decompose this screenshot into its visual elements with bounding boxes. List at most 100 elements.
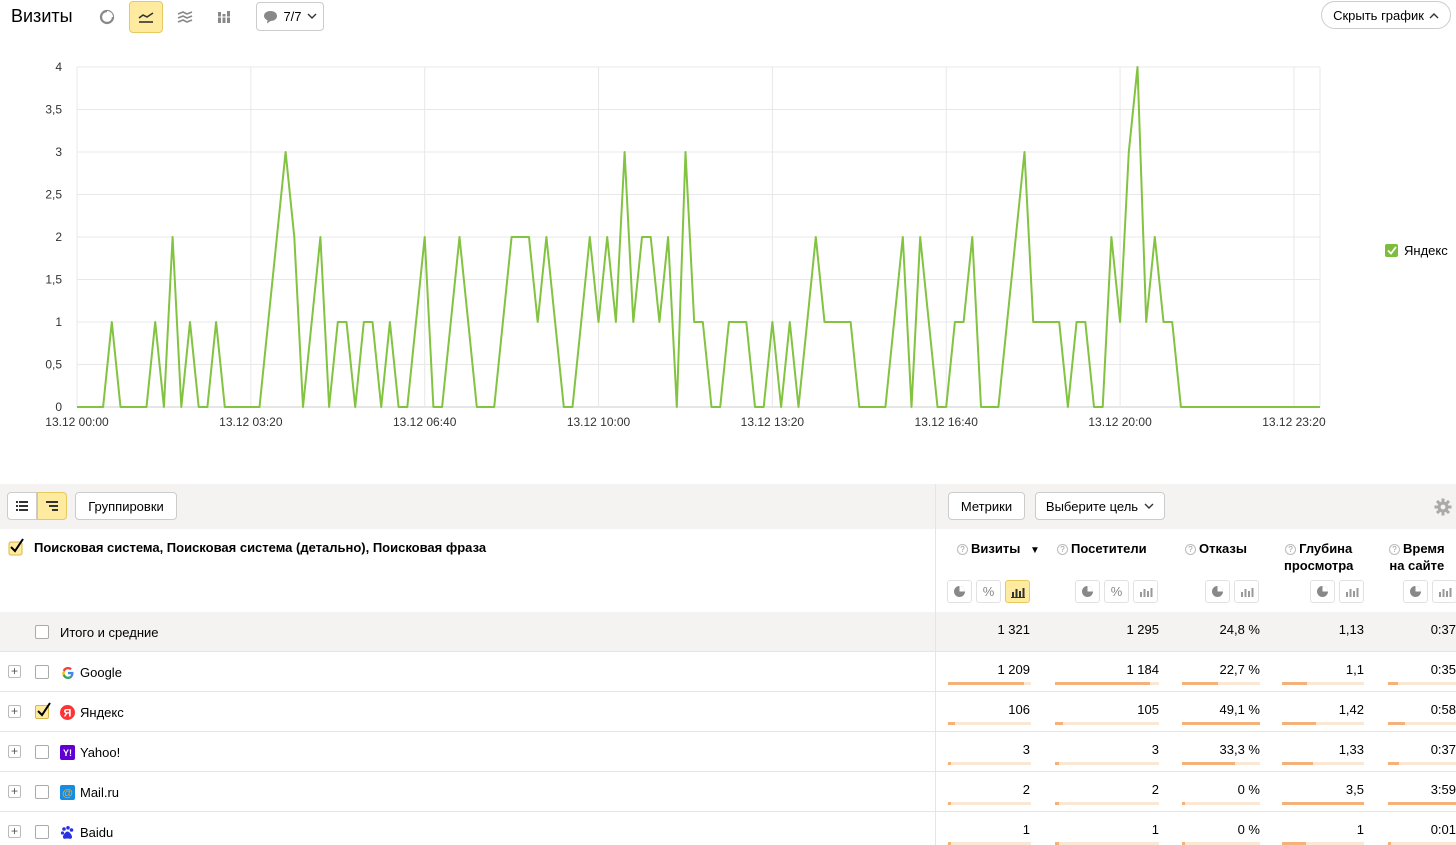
percent-mode-button[interactable]: % (976, 580, 1001, 603)
expand-row-button[interactable]: + (8, 665, 21, 678)
expand-row-button[interactable]: + (8, 705, 21, 718)
row-visits-bar (948, 682, 1031, 685)
row-time-value: 0:37 (1430, 742, 1456, 757)
report-toolbar: Визиты 7/7 Скрыть график (0, 0, 1456, 36)
hide-chart-label: Скрыть график (1333, 7, 1424, 23)
row-bounces-value: 49,1 % (1219, 702, 1260, 717)
dimensions-header[interactable]: Поисковая система, Поисковая система (де… (34, 540, 487, 555)
pie-mode-button[interactable] (1403, 580, 1428, 603)
bars-mode-button[interactable] (1133, 580, 1158, 603)
row-depth-value: 1,33 (1338, 742, 1364, 757)
percent-icon: % (1110, 584, 1123, 599)
list-icon (16, 501, 28, 511)
area-chart-type-button[interactable] (168, 1, 202, 33)
groupings-button[interactable]: Группировки (75, 492, 177, 520)
table-row[interactable]: + Y! Yahoo! 3 3 33,3 % 1,33 0:37 (0, 732, 1456, 772)
row-name[interactable]: Google (80, 665, 122, 680)
bar-chart-type-button[interactable] (207, 1, 241, 33)
help-icon[interactable]: ? (1285, 544, 1297, 555)
total-row-checkbox[interactable] (35, 625, 49, 639)
y-tick-label: 3,5 (45, 103, 62, 117)
row-bounces-bar (1182, 802, 1260, 805)
dimensions-checkbox[interactable] (8, 538, 24, 559)
segments-count: 7/7 (283, 9, 302, 24)
metric-header-depth[interactable]: ? Глубина просмотра (1284, 540, 1353, 574)
visits-display-modes: % (947, 580, 1030, 603)
line-chart-type-button[interactable] (129, 1, 163, 33)
row-depth-bar-fill (1282, 802, 1364, 805)
row-checkbox[interactable] (35, 745, 49, 759)
pie-mode-button[interactable] (1310, 580, 1335, 603)
pie-chart-type-button[interactable] (90, 1, 124, 33)
row-visitors-bar-fill (1055, 842, 1060, 845)
metric-header-bounces[interactable]: ? Отказы (1185, 540, 1247, 557)
row-checkbox[interactable] (35, 785, 49, 799)
row-bounces-bar-fill (1182, 802, 1186, 805)
svg-text:@: @ (62, 788, 73, 800)
row-checkbox[interactable] (35, 825, 49, 839)
checkmark-icon (1386, 246, 1397, 255)
total-depth: 1,13 (1338, 622, 1364, 637)
table-row[interactable]: + Я Яндекс 106 105 49,1 % 1,42 0:58 (0, 692, 1456, 732)
metrics-button[interactable]: Метрики (948, 492, 1025, 520)
help-icon[interactable]: ? (1389, 544, 1400, 555)
metric-header-visitors[interactable]: ? Посетители (1057, 540, 1147, 557)
legend-checkbox[interactable] (1385, 244, 1398, 257)
row-time-bar-fill (1388, 842, 1391, 845)
pie-mode-button[interactable] (1075, 580, 1100, 603)
hide-chart-button[interactable]: Скрыть график (1321, 1, 1451, 29)
row-bounces-value: 0 % (1237, 822, 1260, 837)
chart-legend[interactable]: Яндекс (1385, 243, 1448, 258)
total-bounces: 24,8 % (1219, 622, 1260, 637)
help-icon[interactable]: ? (957, 544, 968, 555)
expand-row-button[interactable]: + (8, 825, 21, 838)
table-row[interactable]: + Baidu 1 1 0 % 1 0:01 (0, 812, 1456, 845)
google-icon (60, 665, 75, 680)
pie-mode-button[interactable] (1205, 580, 1230, 603)
help-icon[interactable]: ? (1057, 544, 1068, 555)
row-visitors-bar (1055, 722, 1159, 725)
row-checkbox[interactable] (35, 702, 51, 719)
series-line-0 (77, 66, 1320, 408)
table-row[interactable]: + @ Mail.ru 2 2 0 % 3,5 3:59 (0, 772, 1456, 812)
svg-text:Y!: Y! (63, 748, 72, 758)
bars-mode-button[interactable] (1005, 580, 1030, 603)
y-tick-label: 3 (55, 145, 62, 159)
percent-mode-button[interactable]: % (1104, 580, 1129, 603)
row-name[interactable]: Yahoo! (80, 745, 121, 760)
mailru-icon: @ (60, 785, 75, 800)
flat-list-view-button[interactable] (7, 492, 37, 520)
time-display-modes (1403, 580, 1456, 603)
expand-row-button[interactable]: + (8, 745, 21, 758)
total-visitors: 1 295 (1126, 622, 1159, 637)
column-divider (935, 484, 936, 845)
metric-header-label: Отказы (1199, 541, 1247, 556)
row-visits-bar-fill (948, 802, 952, 805)
row-checkbox[interactable] (35, 665, 49, 679)
x-tick-label: 13.12 20:00 (1088, 415, 1152, 429)
pie-mode-button[interactable] (947, 580, 972, 603)
row-visits-value: 3 (1022, 742, 1030, 757)
bars-mode-button[interactable] (1432, 580, 1456, 603)
expand-row-button[interactable]: + (8, 785, 21, 798)
gear-icon[interactable] (1434, 498, 1452, 516)
metric-header-visits[interactable]: ? Визиты ▼ (957, 540, 1040, 559)
row-bounces-value: 33,3 % (1219, 742, 1260, 757)
row-depth-bar (1282, 762, 1364, 765)
table-row[interactable]: + Google 1 209 1 184 22,7 % 1,1 0:35 (0, 652, 1456, 692)
checkmark-icon (8, 538, 24, 556)
bars-mode-button[interactable] (1339, 580, 1364, 603)
help-icon[interactable]: ? (1185, 544, 1196, 555)
row-name[interactable]: Baidu (80, 825, 114, 840)
metric-header-time[interactable]: ? Время на сайте (1389, 540, 1445, 574)
tree-list-icon (46, 501, 58, 511)
bars-mode-button[interactable] (1234, 580, 1259, 603)
tree-view-button[interactable] (37, 492, 67, 520)
row-name[interactable]: Mail.ru (80, 785, 120, 800)
yandex-icon: Я (60, 705, 75, 720)
segments-button[interactable]: 7/7 (256, 2, 324, 31)
row-visitors-value: 3 (1151, 742, 1159, 757)
goal-select-button[interactable]: Выберите цель (1035, 492, 1165, 520)
row-visits-bar (948, 842, 1031, 845)
row-name[interactable]: Яндекс (80, 705, 124, 720)
